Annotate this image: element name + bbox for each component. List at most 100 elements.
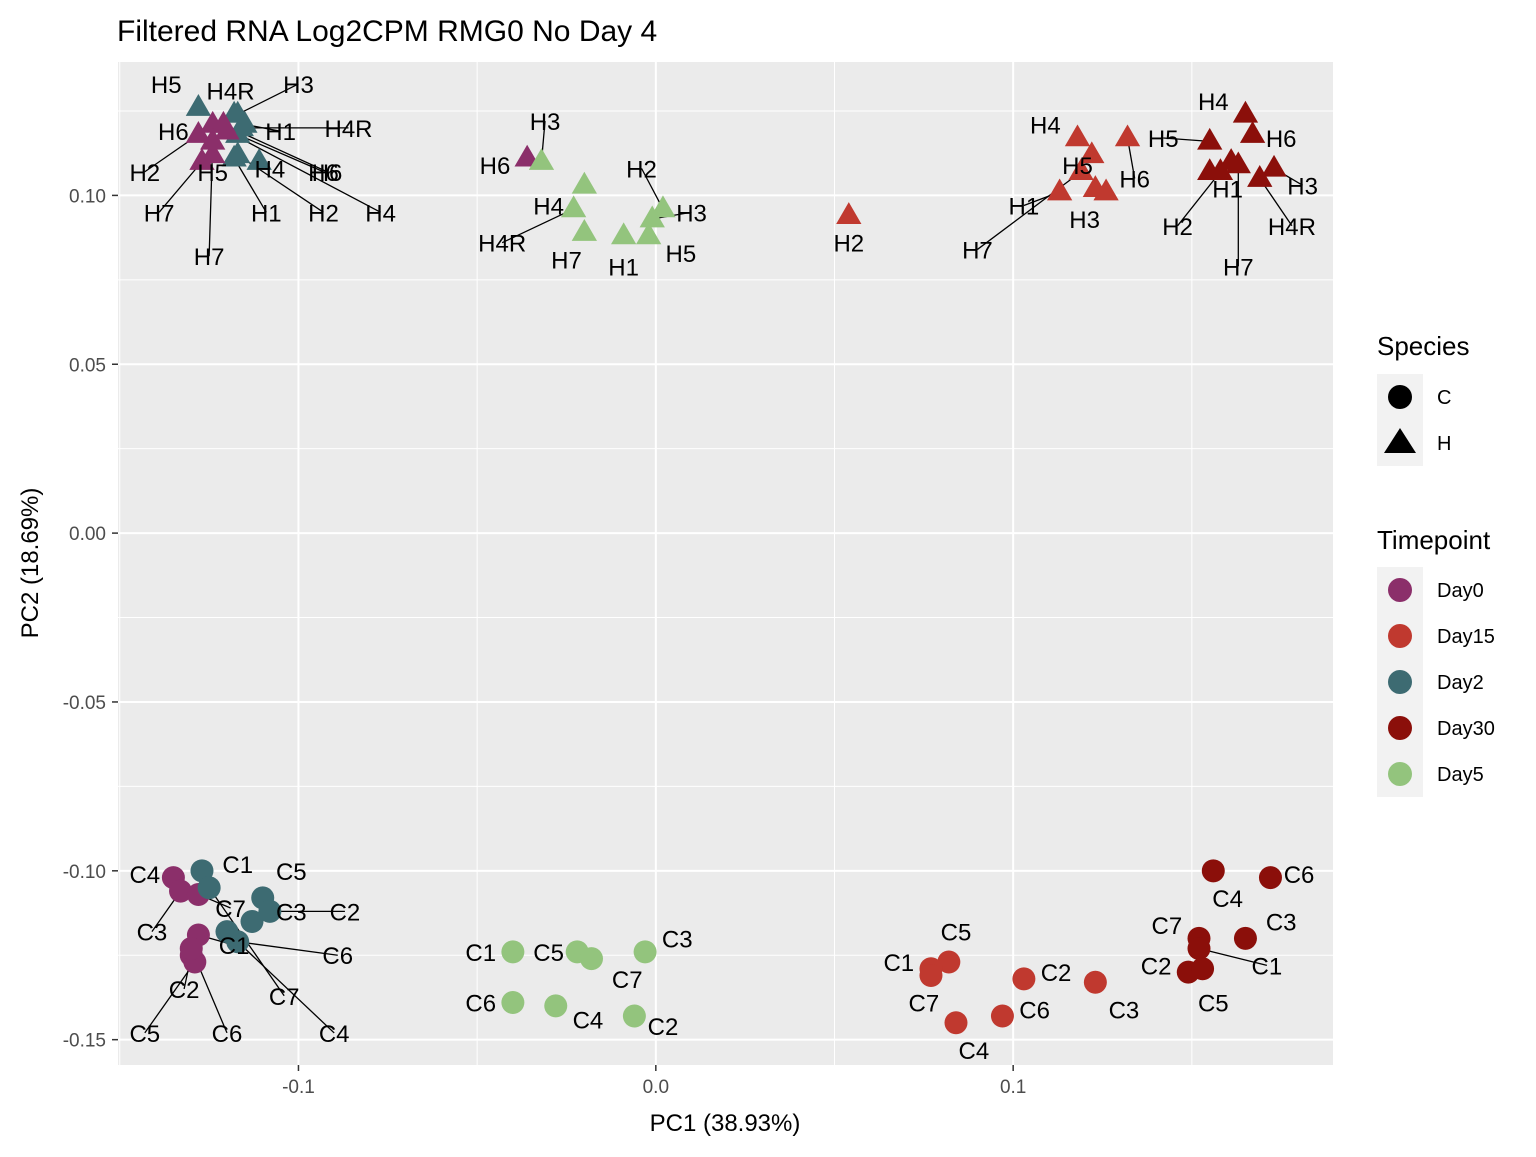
data-point-triangle (1232, 100, 1259, 123)
point-label: H4R (1268, 214, 1316, 241)
data-point-circle (1233, 926, 1257, 950)
point-label: C7 (215, 896, 246, 923)
point-label: C4 (573, 1007, 604, 1034)
data-point-circle (944, 1011, 968, 1035)
point-label: C4 (1212, 886, 1243, 913)
label-leader-lines (144, 83, 1303, 1034)
y-tick-label: -0.05 (63, 693, 106, 714)
point-label: H6 (312, 160, 343, 187)
point-label: H6 (308, 160, 339, 187)
point-label: C6 (1284, 862, 1315, 889)
point-label: C4 (129, 862, 160, 889)
point-label: C6 (1019, 997, 1050, 1024)
point-label: H1 (1009, 194, 1040, 221)
data-point-triangle (1046, 178, 1073, 201)
point-label: C7 (908, 991, 939, 1018)
data-point-triangle (1247, 164, 1273, 187)
point-label: H2 (833, 231, 864, 258)
data-points (161, 94, 1287, 1035)
legend-timepoint-label: Day5 (1437, 764, 1484, 786)
legend-species-label: C (1437, 387, 1451, 409)
label-leader-line (237, 941, 338, 956)
point-label: H2 (308, 200, 339, 227)
point-label: H3 (676, 200, 707, 227)
point-label: H1 (265, 119, 296, 146)
point-label: C2 (1141, 953, 1172, 980)
point-label: C5 (1198, 991, 1229, 1018)
point-label: H4R (478, 231, 526, 258)
point-label: C5 (941, 920, 972, 947)
y-tick-label: -0.10 (63, 862, 106, 883)
point-label: C6 (212, 1021, 243, 1048)
data-point-triangle (636, 222, 662, 245)
point-label: H2 (626, 156, 657, 183)
point-label: H4 (1198, 89, 1229, 116)
data-point-triangle (514, 144, 540, 167)
point-label: C2 (330, 899, 361, 926)
x-tick-label: 0.1 (1000, 1077, 1026, 1098)
point-label: H7 (962, 237, 993, 264)
data-point-circle (240, 909, 264, 933)
data-point-triangle (246, 148, 272, 170)
x-axis-ticks: -0.1 0.0 0.1 (282, 1065, 1026, 1098)
data-point-triangle (560, 195, 587, 218)
data-point-triangle (1197, 127, 1223, 150)
data-point-triangle (1197, 158, 1223, 181)
data-point-circle (179, 936, 203, 960)
data-point-circle (1187, 936, 1211, 960)
point-label: C7 (269, 984, 300, 1011)
data-point-triangle (650, 195, 676, 218)
point-label: H1 (251, 200, 282, 227)
legend-key-swatch (1388, 670, 1412, 694)
y-tick-label: 0.10 (69, 186, 106, 207)
y-tick-label: -0.15 (63, 1031, 106, 1052)
point-label: C2 (169, 977, 200, 1004)
point-label: C6 (322, 943, 353, 970)
data-point-triangle (571, 171, 597, 194)
legend-key-swatch (1388, 762, 1412, 786)
point-label: C3 (1109, 997, 1140, 1024)
label-leader-line (1163, 137, 1210, 143)
point-label: H1 (608, 254, 639, 281)
data-point-circle (1083, 970, 1107, 994)
data-point-circle (1012, 967, 1036, 991)
legend-key-swatch (1388, 578, 1412, 602)
point-label: C1 (219, 933, 250, 960)
point-label: H4 (1030, 112, 1061, 139)
point-label: C3 (276, 899, 307, 926)
data-point-circle (544, 994, 568, 1018)
point-label: C2 (1041, 960, 1072, 987)
y-tick-label: 0.00 (69, 524, 106, 545)
y-axis-ticks: -0.15 -0.10 -0.05 0.00 0.05 0.10 (63, 186, 118, 1052)
data-point-triangle (1068, 158, 1094, 181)
point-label: H5 (1062, 153, 1093, 180)
point-label: C2 (648, 1014, 679, 1041)
point-label: H4 (365, 200, 396, 227)
legend: Species CH Timepoint Day0Day15Day2Day30D… (1377, 331, 1495, 797)
point-label: H6 (480, 153, 511, 180)
label-leader-line (237, 134, 324, 173)
point-label: C5 (533, 940, 564, 967)
point-label: C5 (276, 859, 307, 886)
data-point-circle (633, 940, 657, 964)
y-axis-title: PC2 (18.69%) (17, 488, 44, 639)
label-leader-line (144, 961, 196, 1034)
data-point-circle (501, 940, 525, 964)
legend-species-items: CH (1384, 385, 1451, 455)
legend-timepoint-label: Day0 (1437, 580, 1484, 602)
point-label: C6 (465, 991, 496, 1018)
data-point-triangle (221, 144, 247, 167)
label-leader-line (1177, 171, 1221, 227)
point-label: H5 (197, 160, 228, 187)
y-tick-label: 0.05 (69, 355, 106, 376)
data-point-triangle (1261, 154, 1287, 177)
label-leader-line (977, 171, 1082, 250)
data-point-circle (215, 920, 239, 944)
data-point-triangle (528, 148, 555, 170)
data-point-triangle (1079, 141, 1105, 164)
point-label: C1 (883, 950, 914, 977)
legend-species-title: Species (1377, 331, 1470, 361)
data-point-circle (197, 876, 221, 900)
point-label: C3 (1266, 909, 1297, 936)
